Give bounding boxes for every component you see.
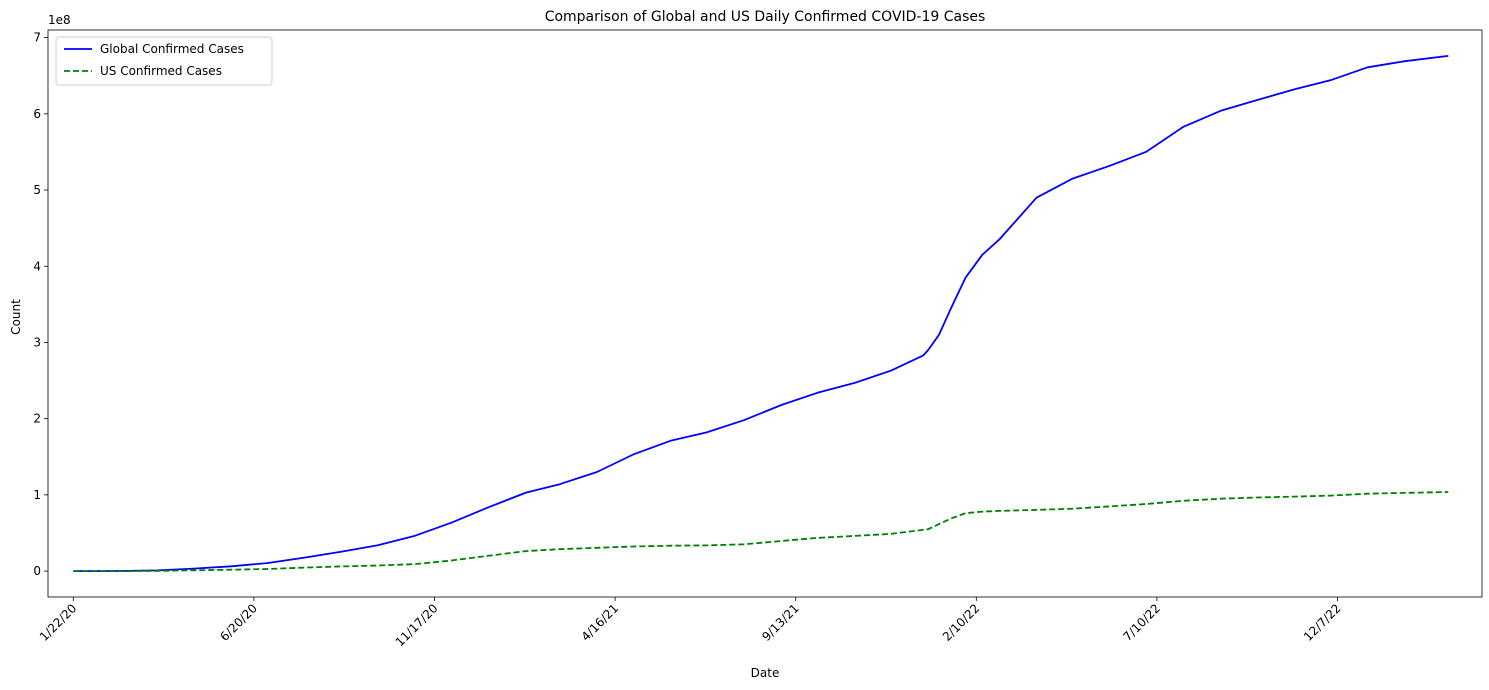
x-tick-label: 7/10/22	[1120, 601, 1163, 644]
x-tick-label: 11/17/20	[393, 601, 441, 649]
x-tick-label: 4/16/21	[579, 601, 622, 644]
y-axis-label: Count	[9, 299, 23, 335]
x-axis-label: Date	[751, 666, 780, 680]
y-tick-label: 2	[33, 412, 41, 426]
y-tick-label: 6	[33, 107, 41, 121]
y-tick-label: 3	[33, 336, 41, 350]
legend: Global Confirmed Cases US Confirmed Case…	[55, 36, 273, 86]
series-layer	[73, 55, 1449, 572]
x-tick-label: 6/20/20	[217, 601, 260, 644]
legend-label-us: US Confirmed Cases	[100, 64, 222, 78]
chart-title: Comparison of Global and US Daily Confir…	[545, 9, 986, 25]
y-tick-label: 5	[33, 183, 41, 197]
y-offset-label: 1e8	[48, 13, 71, 27]
legend-box	[55, 36, 273, 86]
series-line-us	[73, 491, 1449, 572]
y-tick-label: 4	[33, 259, 41, 273]
x-tick-label: 2/10/22	[940, 601, 983, 644]
x-tick-label: 12/7/22	[1301, 601, 1344, 644]
x-tick-label: 9/13/21	[759, 601, 802, 644]
plot-area-frame	[47, 29, 1483, 598]
legend-label-global: Global Confirmed Cases	[100, 42, 244, 56]
y-tick-label: 0	[33, 564, 41, 578]
y-tick-label: 1	[33, 488, 41, 502]
y-tick-label: 7	[33, 31, 41, 45]
x-axis-ticks: 1/22/20 6/20/20 11/17/20 4/16/21 9/13/21 2/10…	[37, 597, 1344, 649]
x-tick-label: 1/22/20	[37, 601, 80, 644]
y-axis-ticks: 0 1 2 3 4 5 6 7	[33, 31, 48, 578]
series-line-global	[73, 55, 1449, 572]
